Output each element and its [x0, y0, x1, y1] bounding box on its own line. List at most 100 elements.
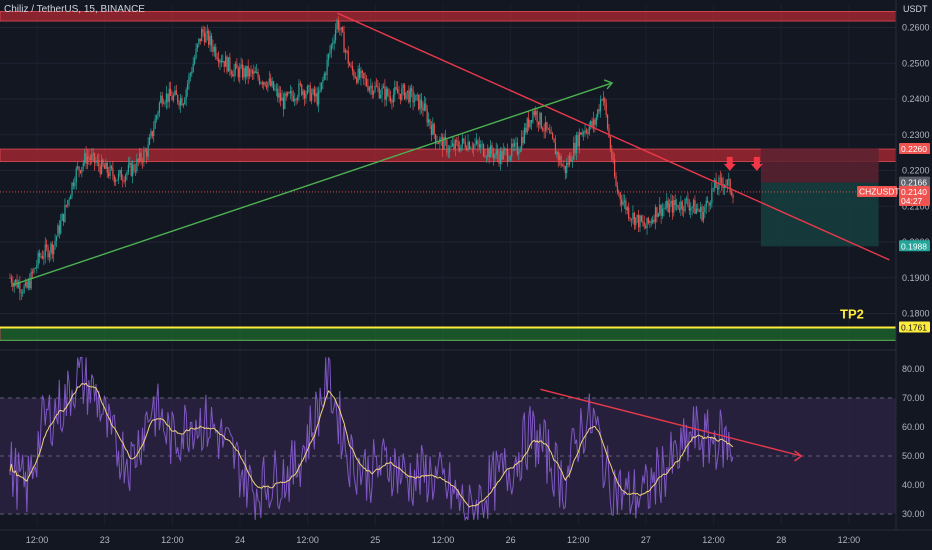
- candle-body: [129, 162, 131, 165]
- candle-body: [306, 86, 308, 94]
- candle-body: [583, 132, 585, 134]
- candles: [9, 16, 734, 301]
- candle-body: [343, 31, 345, 53]
- candle-body: [233, 69, 235, 77]
- candle-body: [382, 86, 385, 89]
- candle-body: [85, 153, 87, 164]
- candle-body: [244, 67, 246, 77]
- candle-body: [616, 185, 619, 192]
- candle-body: [492, 153, 495, 159]
- candle-body: [458, 147, 461, 151]
- green-arrow-head: [603, 79, 614, 90]
- candle-body: [71, 182, 73, 196]
- candle-body: [592, 119, 595, 127]
- candle-body: [618, 191, 620, 193]
- candle-body: [395, 87, 397, 89]
- candle-body: [247, 65, 249, 77]
- candle-body: [340, 27, 342, 30]
- candle-body: [654, 207, 657, 223]
- candle-body: [177, 94, 179, 103]
- candle-body: [389, 96, 392, 101]
- candle-body: [535, 111, 537, 115]
- candle-body: [726, 180, 728, 186]
- candle-body: [339, 29, 341, 30]
- candle-body: [664, 207, 666, 209]
- candle-body: [356, 77, 358, 83]
- candle-body: [337, 20, 339, 30]
- candle-body: [707, 200, 709, 203]
- candle-body: [153, 128, 155, 136]
- candle-body: [537, 121, 540, 125]
- candle-body: [370, 85, 372, 88]
- candle-body: [322, 79, 324, 83]
- candle-body: [58, 225, 60, 234]
- down-arrow-icon: [723, 156, 736, 171]
- candle-body: [67, 200, 69, 206]
- candle-body: [425, 103, 427, 110]
- candle-body: [230, 71, 232, 75]
- candle-body: [668, 203, 671, 213]
- candle-body: [415, 95, 417, 101]
- candle-body: [241, 64, 244, 78]
- candle-body: [712, 187, 714, 189]
- candle-body: [522, 137, 524, 144]
- rsi-arrow-head: [794, 450, 803, 462]
- candle-body: [147, 144, 149, 157]
- candle-body: [299, 83, 301, 85]
- candle-body: [563, 165, 565, 167]
- candle-body: [412, 90, 414, 103]
- candle-body: [463, 138, 465, 142]
- candle-body: [257, 71, 259, 78]
- candle-body: [133, 164, 135, 171]
- candle-body: [550, 133, 552, 134]
- candle-body: [636, 214, 638, 218]
- candle-body: [574, 142, 576, 153]
- candle-body: [427, 119, 430, 123]
- candle-body: [9, 277, 11, 279]
- candle-body: [699, 206, 702, 212]
- resistance-price-value: 0.2260: [901, 144, 927, 154]
- candle-body: [683, 209, 685, 211]
- candle-body: [695, 208, 697, 214]
- candle-body: [533, 111, 535, 115]
- rsi-tick-label: 70.00: [902, 393, 925, 403]
- candle-body: [72, 182, 75, 186]
- candle-body: [172, 95, 175, 101]
- candle-body: [432, 123, 434, 135]
- candle-body: [301, 84, 303, 95]
- candle-body: [284, 93, 286, 109]
- candle-body: [553, 138, 555, 143]
- candle-body: [573, 142, 575, 160]
- candle-body: [467, 141, 469, 150]
- tp2-label: TP2: [840, 306, 864, 321]
- candle-body: [443, 136, 445, 150]
- candle-body: [144, 150, 146, 152]
- candle-body: [451, 143, 454, 146]
- candle-body: [99, 166, 101, 174]
- target-price-value: 0.1988: [901, 241, 927, 251]
- candle-body: [62, 213, 65, 222]
- candle-body: [61, 213, 63, 221]
- candle-body: [612, 159, 614, 160]
- candle-body: [715, 179, 717, 188]
- candle-body: [31, 271, 34, 273]
- candle-body: [632, 212, 634, 220]
- time-tick-label: 12:00: [702, 535, 725, 545]
- candle-body: [27, 280, 29, 288]
- candle-body: [270, 78, 272, 86]
- candle-body: [552, 133, 554, 139]
- candle-body: [430, 125, 433, 135]
- symbol-tag: [857, 185, 897, 197]
- candle-body: [289, 91, 292, 94]
- candle-body: [404, 84, 406, 99]
- candle-body: [399, 93, 401, 100]
- candle-body: [635, 217, 637, 226]
- candle-body: [265, 85, 268, 88]
- candle-body: [622, 202, 624, 205]
- candle-body: [661, 208, 664, 217]
- candle-body: [559, 156, 561, 160]
- candle-body: [660, 204, 662, 217]
- candle-body: [358, 68, 361, 78]
